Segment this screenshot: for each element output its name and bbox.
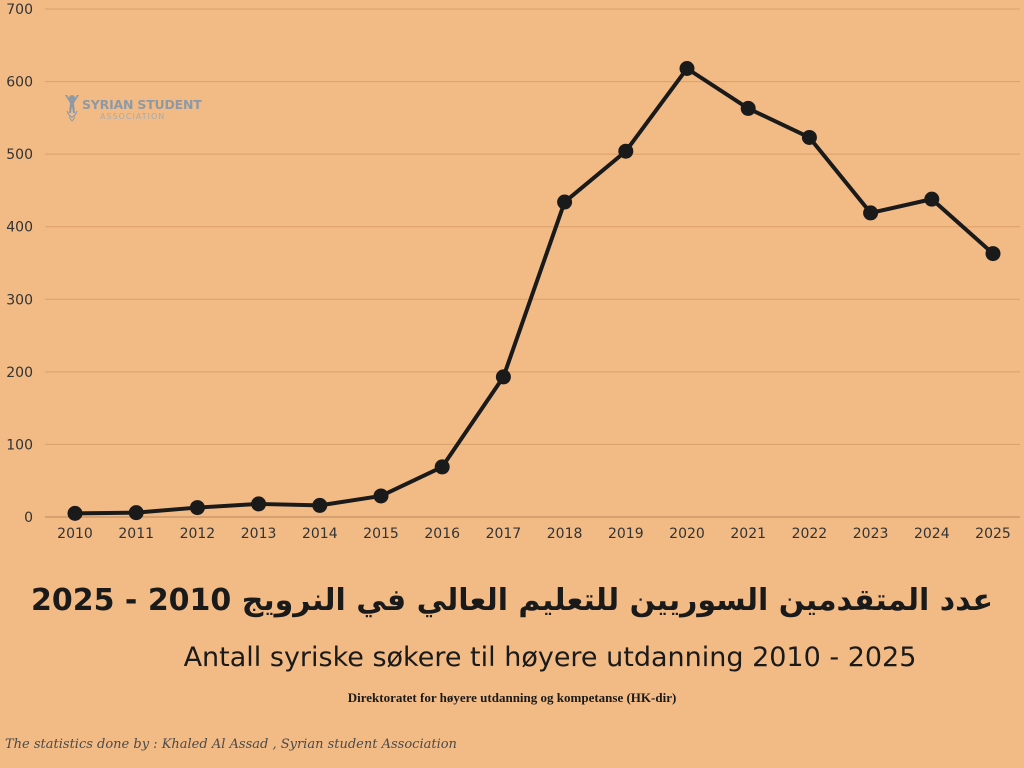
chart-title-arabic: عدد المتقدمين السوريين للتعليم العالي في…: [30, 583, 994, 618]
grid-lines: [45, 8, 1020, 445]
y-tick-label-700: 700: [6, 2, 33, 18]
x-tick-label-2013: 2013: [241, 526, 277, 542]
y-tick-label-0: 0: [24, 510, 33, 526]
x-tick-label-2018: 2018: [547, 526, 583, 542]
x-tick-label-2016: 2016: [424, 526, 460, 542]
x-tick-label-2021: 2021: [730, 526, 766, 542]
x-tick-label-2015: 2015: [363, 526, 399, 542]
x-tick-label-2022: 2022: [792, 526, 828, 542]
x-tick-label-2010: 2010: [57, 526, 93, 542]
person-figure-icon: [65, 95, 79, 122]
x-tick-label-2012: 2012: [180, 526, 216, 542]
data-point-2023: [863, 205, 879, 221]
data-point-2016: [434, 459, 450, 475]
x-tick-label-2011: 2011: [118, 526, 154, 542]
y-tick-label-400: 400: [6, 220, 33, 236]
y-tick-label-200: 200: [6, 365, 33, 381]
x-tick-label-2025: 2025: [975, 526, 1011, 542]
data-point-2018: [557, 194, 573, 210]
data-point-2012: [189, 500, 205, 516]
data-series: [67, 61, 1001, 521]
data-point-2015: [373, 488, 389, 504]
data-point-2014: [312, 497, 328, 513]
x-tick-label-2023: 2023: [853, 526, 889, 542]
data-point-2022: [801, 129, 817, 145]
data-point-2025: [985, 246, 1001, 262]
y-tick-label-600: 600: [6, 75, 33, 91]
credit-note: The statistics done by : Khaled Al Assad…: [5, 737, 457, 752]
data-source: Direktoratet for høyere utdanning og kom…: [347, 690, 677, 705]
data-point-2017: [495, 369, 511, 385]
data-point-2024: [924, 191, 940, 207]
y-tick-labels: 0 100 200 300 400 500 600 700: [6, 2, 33, 526]
data-point-2019: [618, 143, 634, 159]
x-tick-label-2014: 2014: [302, 526, 338, 542]
data-point-2020: [679, 61, 695, 77]
y-tick-label-300: 300: [6, 292, 33, 308]
x-tick-label-2024: 2024: [914, 526, 950, 542]
x-tick-label-2017: 2017: [486, 526, 522, 542]
chart-subtitle-norwegian: Antall syriske søkere til høyere utdanni…: [183, 642, 917, 673]
data-point-2011: [128, 505, 144, 521]
x-tick-labels: 2010 2011 2012 2013 2014 2015 2016 2017 2018 2019…: [57, 526, 1011, 542]
data-point-2021: [740, 100, 756, 116]
logo-text: SYRIAN STUDENT: [82, 97, 202, 112]
logo-subtext: ASSOCIATION: [100, 112, 166, 121]
data-point-2010: [67, 505, 83, 521]
data-point-2013: [251, 496, 267, 512]
x-tick-label-2020: 2020: [669, 526, 705, 542]
y-tick-label-500: 500: [6, 147, 33, 163]
syrian-student-association-logo: SYRIAN STUDENT ASSOCIATION: [62, 93, 202, 125]
series-line: [73, 66, 995, 516]
y-tick-label-100: 100: [6, 437, 33, 453]
x-tick-label-2019: 2019: [608, 526, 644, 542]
